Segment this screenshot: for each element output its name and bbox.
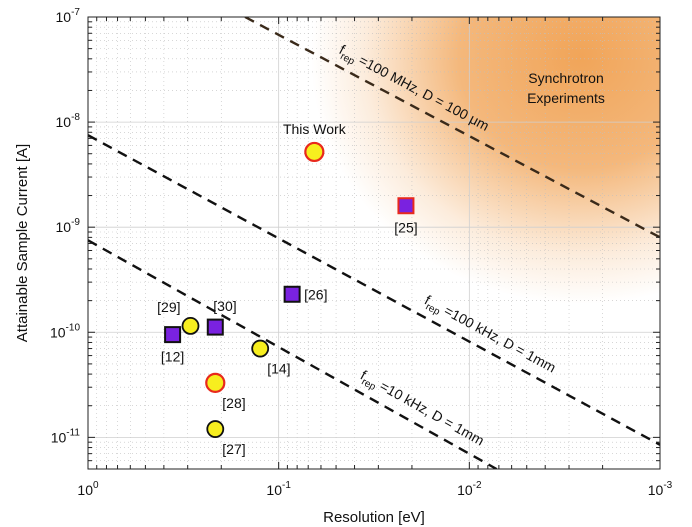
- y-tick-label: 10-9: [56, 217, 81, 235]
- point-label: [26]: [304, 286, 327, 302]
- data-points: [164, 141, 415, 438]
- point-circle: [181, 316, 200, 335]
- point-square: [206, 318, 224, 336]
- x-axis-title: Resolution [eV]: [323, 509, 425, 526]
- point-circle: [206, 420, 225, 438]
- grid: [88, 17, 660, 469]
- axis-ticks: 100 10-1 10-2 10-3 10-11 10-10 10-9 10-8 10-7: [50, 7, 673, 498]
- point-label: [30]: [213, 298, 236, 314]
- point-square: [164, 326, 182, 344]
- synchrotron-region: [300, 17, 660, 347]
- synchrotron-label: Experiments: [527, 90, 605, 106]
- point-label: This Work: [283, 121, 347, 137]
- synchrotron-label: Synchrotron: [528, 70, 603, 86]
- dashed-line: [88, 134, 660, 446]
- point-label: [25]: [394, 220, 417, 236]
- y-axis-title: Attainable Sample Current [A]: [14, 144, 31, 342]
- point-square: [397, 197, 415, 215]
- y-tick-label: 10-7: [56, 7, 81, 25]
- y-tick-label: 10-11: [51, 427, 81, 445]
- point-label: [29]: [157, 299, 180, 315]
- x-tick-label: 10-2: [457, 480, 482, 498]
- point-circle: [251, 339, 270, 358]
- x-tick-label: 100: [77, 480, 99, 498]
- point-square: [283, 285, 301, 303]
- point-circle: [205, 372, 226, 393]
- x-tick-label: 10-3: [648, 480, 673, 498]
- point-labels: This Work [25] [26] [12] [29] [30] [14] [28] [27…: [157, 121, 417, 457]
- point-circle: [304, 141, 325, 163]
- dashed-line: [244, 17, 660, 239]
- point-label: [27]: [222, 441, 245, 457]
- y-tick-label: 10-10: [50, 322, 80, 340]
- region-label: Synchrotron Experiments: [527, 70, 605, 106]
- x-tick-label: 10-1: [266, 480, 291, 498]
- point-label: [28]: [222, 395, 245, 411]
- point-label: [12]: [161, 349, 184, 365]
- y-tick-label: 10-8: [56, 112, 81, 130]
- synchrotron-region-shape: [300, 17, 660, 347]
- reference-lines: [88, 17, 660, 469]
- point-label: [14]: [267, 361, 290, 377]
